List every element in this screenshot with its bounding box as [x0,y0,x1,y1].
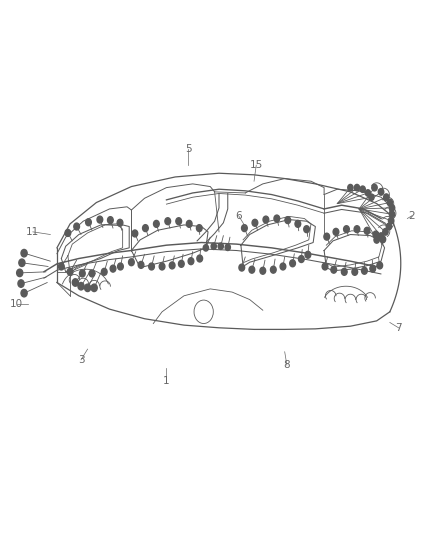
Circle shape [389,205,395,211]
Text: 10: 10 [10,299,23,309]
Circle shape [333,229,339,236]
Circle shape [85,284,91,292]
Circle shape [304,226,309,232]
Text: 7: 7 [395,323,402,333]
Circle shape [352,269,357,275]
Circle shape [138,262,144,269]
Circle shape [242,225,247,231]
Circle shape [142,225,148,231]
Circle shape [59,263,64,270]
Circle shape [380,236,385,243]
Text: 11: 11 [26,227,39,237]
Circle shape [365,190,371,196]
Circle shape [159,263,165,270]
Circle shape [188,258,194,265]
Circle shape [285,217,291,224]
Circle shape [384,194,389,200]
Circle shape [203,245,208,251]
Circle shape [80,270,85,277]
Circle shape [132,230,138,237]
Circle shape [364,228,370,235]
Text: 15: 15 [250,160,263,170]
Text: 3: 3 [78,355,85,365]
Circle shape [165,217,170,225]
Text: 2: 2 [408,211,415,221]
Circle shape [389,211,395,217]
Circle shape [299,256,304,263]
Circle shape [197,255,203,262]
Circle shape [86,219,91,226]
Circle shape [78,282,84,290]
Circle shape [271,266,276,273]
Circle shape [387,199,392,206]
Circle shape [263,216,268,223]
Circle shape [290,260,295,266]
Circle shape [280,263,286,270]
Circle shape [21,289,27,297]
Circle shape [91,284,97,292]
Circle shape [65,230,71,237]
Circle shape [373,231,378,238]
Circle shape [252,220,258,227]
Circle shape [211,243,216,249]
Circle shape [377,262,382,269]
Circle shape [117,220,123,227]
Circle shape [274,215,279,222]
Circle shape [369,194,374,200]
Circle shape [239,264,245,271]
Circle shape [331,266,337,273]
Circle shape [372,184,377,191]
Circle shape [378,233,384,239]
Circle shape [374,237,379,243]
Circle shape [97,216,102,223]
Circle shape [322,263,328,270]
Circle shape [218,243,223,249]
Circle shape [225,244,230,251]
Circle shape [169,262,175,269]
Circle shape [187,221,192,227]
Circle shape [108,217,113,224]
Circle shape [370,265,376,272]
Circle shape [74,223,79,230]
Text: 5: 5 [185,144,192,154]
Circle shape [110,265,116,272]
Circle shape [153,221,159,227]
Circle shape [117,263,124,270]
Circle shape [305,252,311,258]
Circle shape [260,268,265,274]
Circle shape [386,223,392,230]
Circle shape [67,269,73,275]
Text: 6: 6 [235,211,242,221]
Circle shape [348,184,353,191]
Circle shape [129,259,134,265]
Circle shape [362,268,367,274]
Circle shape [72,279,78,286]
Circle shape [18,280,24,287]
Circle shape [295,221,300,227]
Text: 1: 1 [163,376,170,386]
Circle shape [354,184,360,191]
Circle shape [383,229,388,235]
Circle shape [176,217,181,225]
Circle shape [17,269,23,277]
Circle shape [342,269,347,275]
Circle shape [249,266,255,273]
Circle shape [19,259,25,266]
Circle shape [89,270,95,277]
Circle shape [344,226,350,232]
Circle shape [196,225,202,231]
Circle shape [21,249,27,257]
Circle shape [389,217,394,224]
Circle shape [178,260,184,267]
Circle shape [360,186,365,192]
Text: 8: 8 [283,360,290,370]
Circle shape [378,189,384,195]
Circle shape [324,233,330,240]
Circle shape [148,263,154,270]
Circle shape [354,226,360,232]
Circle shape [102,269,107,275]
